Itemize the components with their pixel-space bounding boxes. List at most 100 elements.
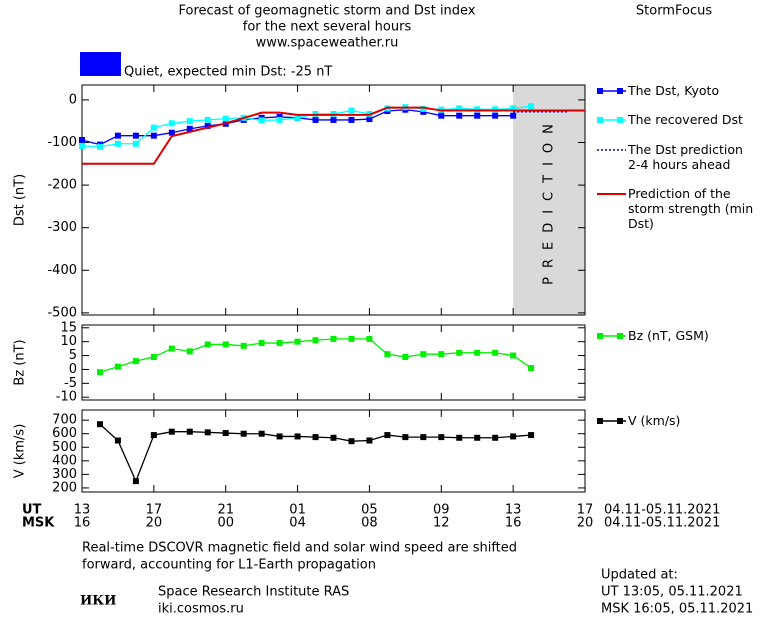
y-tick-label: -300: [47, 220, 77, 235]
x-tick-label: 05: [361, 503, 378, 518]
data-point: [438, 434, 445, 441]
data-point: [132, 478, 139, 485]
data-point: [96, 421, 103, 428]
data-point: [240, 430, 247, 437]
data-point: [348, 438, 355, 445]
data-point: [132, 132, 139, 139]
data-point: [402, 434, 409, 441]
data-point: [510, 433, 517, 440]
y-axis-label: Bz (nT): [13, 339, 28, 385]
data-point: [366, 335, 373, 342]
data-point: [222, 430, 229, 437]
data-point: [348, 116, 355, 123]
data-point: [510, 352, 517, 359]
data-point: [528, 365, 535, 372]
data-point: [474, 349, 481, 356]
data-point: [294, 338, 301, 345]
title-line: www.spaceweather.ru: [256, 36, 399, 51]
data-point: [384, 351, 391, 358]
legend-entry: Bz (nT, GSM): [628, 328, 709, 343]
data-point: [510, 112, 517, 119]
data-point: [294, 114, 301, 121]
data-point: [132, 140, 139, 147]
x-tick-label-msk: 16: [505, 516, 522, 531]
x-tick-label-msk: 20: [146, 516, 163, 531]
data-point: [276, 340, 283, 347]
data-point: [474, 106, 481, 113]
x-tick-label: 13: [74, 503, 91, 518]
y-tick-label: 200: [52, 480, 77, 495]
y-tick-label: 15: [60, 320, 77, 335]
data-point: [474, 112, 481, 119]
data-point: [366, 116, 373, 123]
data-point: [240, 342, 247, 349]
data-point: [420, 351, 427, 358]
data-point: [348, 335, 355, 342]
data-point: [186, 118, 193, 125]
prediction-region: [513, 85, 585, 315]
x-tick-label: 13: [505, 503, 522, 518]
x-tick-label-msk: 04: [289, 516, 306, 531]
x-tick-label: 09: [433, 503, 450, 518]
data-point: [276, 433, 283, 440]
y-tick-label: 0: [69, 362, 77, 377]
x-tick-label-msk: 00: [217, 516, 234, 531]
legend-marker: [597, 418, 603, 424]
data-point: [222, 341, 229, 348]
institute: Space Research Institute RAS: [158, 585, 349, 600]
y-tick-label: -5: [64, 376, 77, 391]
site: iki.cosmos.ru: [158, 602, 244, 617]
y-tick-label: -10: [56, 390, 77, 405]
x-tick-label-msk: 12: [433, 516, 450, 531]
y-tick-label: 300: [52, 467, 77, 482]
legend-entry: The recovered Dst: [628, 112, 743, 127]
updated: UT 13:05, 05.11.2021: [601, 585, 743, 600]
data-point: [384, 432, 391, 439]
legend-marker: [597, 117, 603, 123]
updated: MSK 16:05, 05.11.2021: [601, 602, 753, 617]
status-box: [80, 52, 121, 76]
data-point: [294, 433, 301, 440]
data-point: [330, 335, 337, 342]
status: Quiet, expected min Dst: -25 nT: [124, 65, 332, 80]
data-point: [168, 120, 175, 127]
footnote: forward, accounting for L1-Earth propaga…: [82, 558, 376, 573]
x-tick-label: 01: [289, 503, 306, 518]
y-tick-label: 600: [52, 426, 77, 441]
data-point: [456, 105, 463, 112]
x-tick-label: 17: [577, 503, 594, 518]
data-point: [96, 369, 103, 376]
data-point: [150, 432, 157, 439]
data-point: [438, 351, 445, 358]
data-point: [312, 337, 319, 344]
data-point: [186, 348, 193, 355]
data-point: [492, 434, 499, 441]
y-tick-label: 700: [52, 413, 77, 428]
data-point: [492, 349, 499, 356]
data-point: [348, 107, 355, 114]
legend-marker: [617, 117, 623, 123]
data-point: [438, 112, 445, 119]
time-row-label: UT: [22, 503, 42, 518]
data-point: [312, 434, 319, 441]
data-point: [510, 105, 517, 112]
panel: PREDICTION 0 -100 -200 -300 -400 -500 Dst (nT): [13, 84, 586, 320]
data-point: [114, 132, 121, 139]
data-point: [168, 428, 175, 435]
data-point: [528, 432, 535, 439]
data-point: [528, 103, 535, 110]
x-tick-label: 21: [217, 503, 234, 518]
data-point: [168, 345, 175, 352]
data-point: [79, 136, 85, 143]
title-line: for the next several hours: [243, 20, 412, 35]
brand: StormFocus: [636, 4, 712, 19]
data-point: [366, 437, 373, 444]
series-line: [81, 105, 532, 148]
plot-frame: [81, 324, 586, 401]
data-point: [168, 129, 175, 136]
data-point: [204, 122, 211, 129]
data-point: [420, 105, 427, 112]
